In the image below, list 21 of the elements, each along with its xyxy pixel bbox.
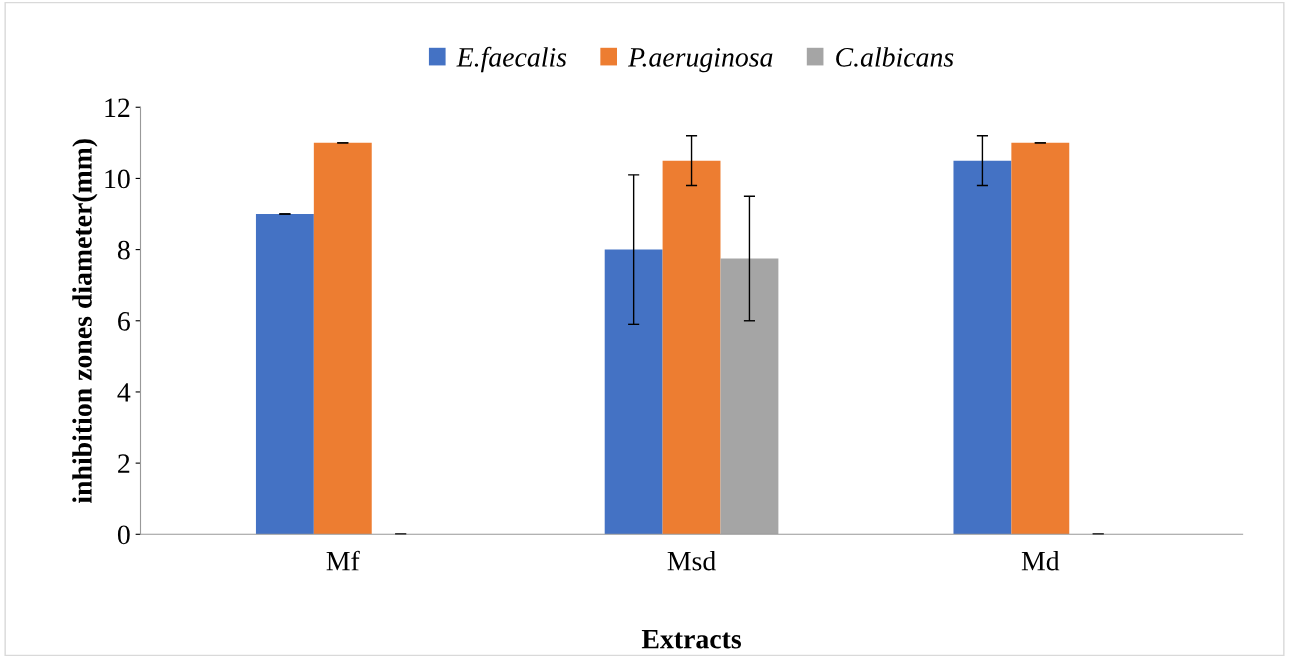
- legend-label: P.aeruginosa: [627, 48, 773, 73]
- x-tick-label: Msd: [667, 550, 716, 571]
- bar: [662, 160, 721, 535]
- y-tick-label: 12: [105, 98, 130, 117]
- legend-label: E.faecalis: [456, 46, 567, 73]
- bar: [255, 214, 314, 535]
- y-tick-label: 6: [118, 312, 130, 331]
- bar: [604, 249, 663, 535]
- y-tick-label: 4: [117, 383, 131, 402]
- y-tick-label: 2: [118, 454, 130, 473]
- bar: [953, 160, 1012, 535]
- y-tick-label: 10: [105, 169, 130, 189]
- y-tick-label: 8: [117, 240, 130, 260]
- x-tick-label: Mf: [326, 550, 360, 571]
- bar: [1011, 142, 1070, 535]
- y-axis-title: inhibition zones diameter(mm): [72, 139, 98, 504]
- bar: [313, 142, 372, 535]
- y-tick-label: 0: [117, 525, 130, 545]
- x-axis-title: Extracts: [641, 630, 741, 649]
- x-tick-label: Md: [1021, 550, 1060, 571]
- legend-label: C.albicans: [836, 47, 954, 67]
